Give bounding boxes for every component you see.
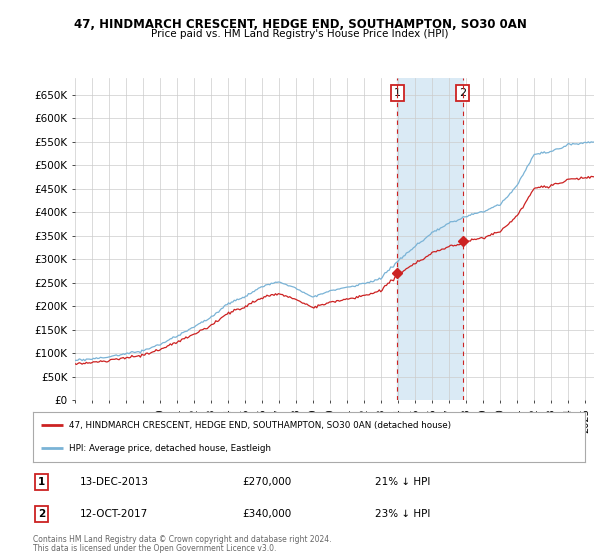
Text: £340,000: £340,000 (243, 509, 292, 519)
Text: 23% ↓ HPI: 23% ↓ HPI (375, 509, 431, 519)
Text: Price paid vs. HM Land Registry's House Price Index (HPI): Price paid vs. HM Land Registry's House … (151, 29, 449, 39)
Text: 47, HINDMARCH CRESCENT, HEDGE END, SOUTHAMPTON, SO30 0AN: 47, HINDMARCH CRESCENT, HEDGE END, SOUTH… (74, 18, 526, 31)
Bar (397, 78, 463, 400)
Text: 12-OCT-2017: 12-OCT-2017 (80, 509, 148, 519)
Text: 2: 2 (459, 88, 466, 98)
Text: £270,000: £270,000 (243, 477, 292, 487)
Text: 47, HINDMARCH CRESCENT, HEDGE END, SOUTHAMPTON, SO30 0AN (detached house): 47, HINDMARCH CRESCENT, HEDGE END, SOUTH… (69, 421, 451, 430)
Text: 1: 1 (38, 477, 45, 487)
Text: 1: 1 (394, 88, 401, 98)
Text: 21% ↓ HPI: 21% ↓ HPI (375, 477, 431, 487)
Text: This data is licensed under the Open Government Licence v3.0.: This data is licensed under the Open Gov… (33, 544, 277, 553)
Text: Contains HM Land Registry data © Crown copyright and database right 2024.: Contains HM Land Registry data © Crown c… (33, 534, 331, 544)
Text: HPI: Average price, detached house, Eastleigh: HPI: Average price, detached house, East… (69, 444, 271, 453)
Text: 13-DEC-2013: 13-DEC-2013 (80, 477, 149, 487)
Text: 2: 2 (38, 509, 45, 519)
